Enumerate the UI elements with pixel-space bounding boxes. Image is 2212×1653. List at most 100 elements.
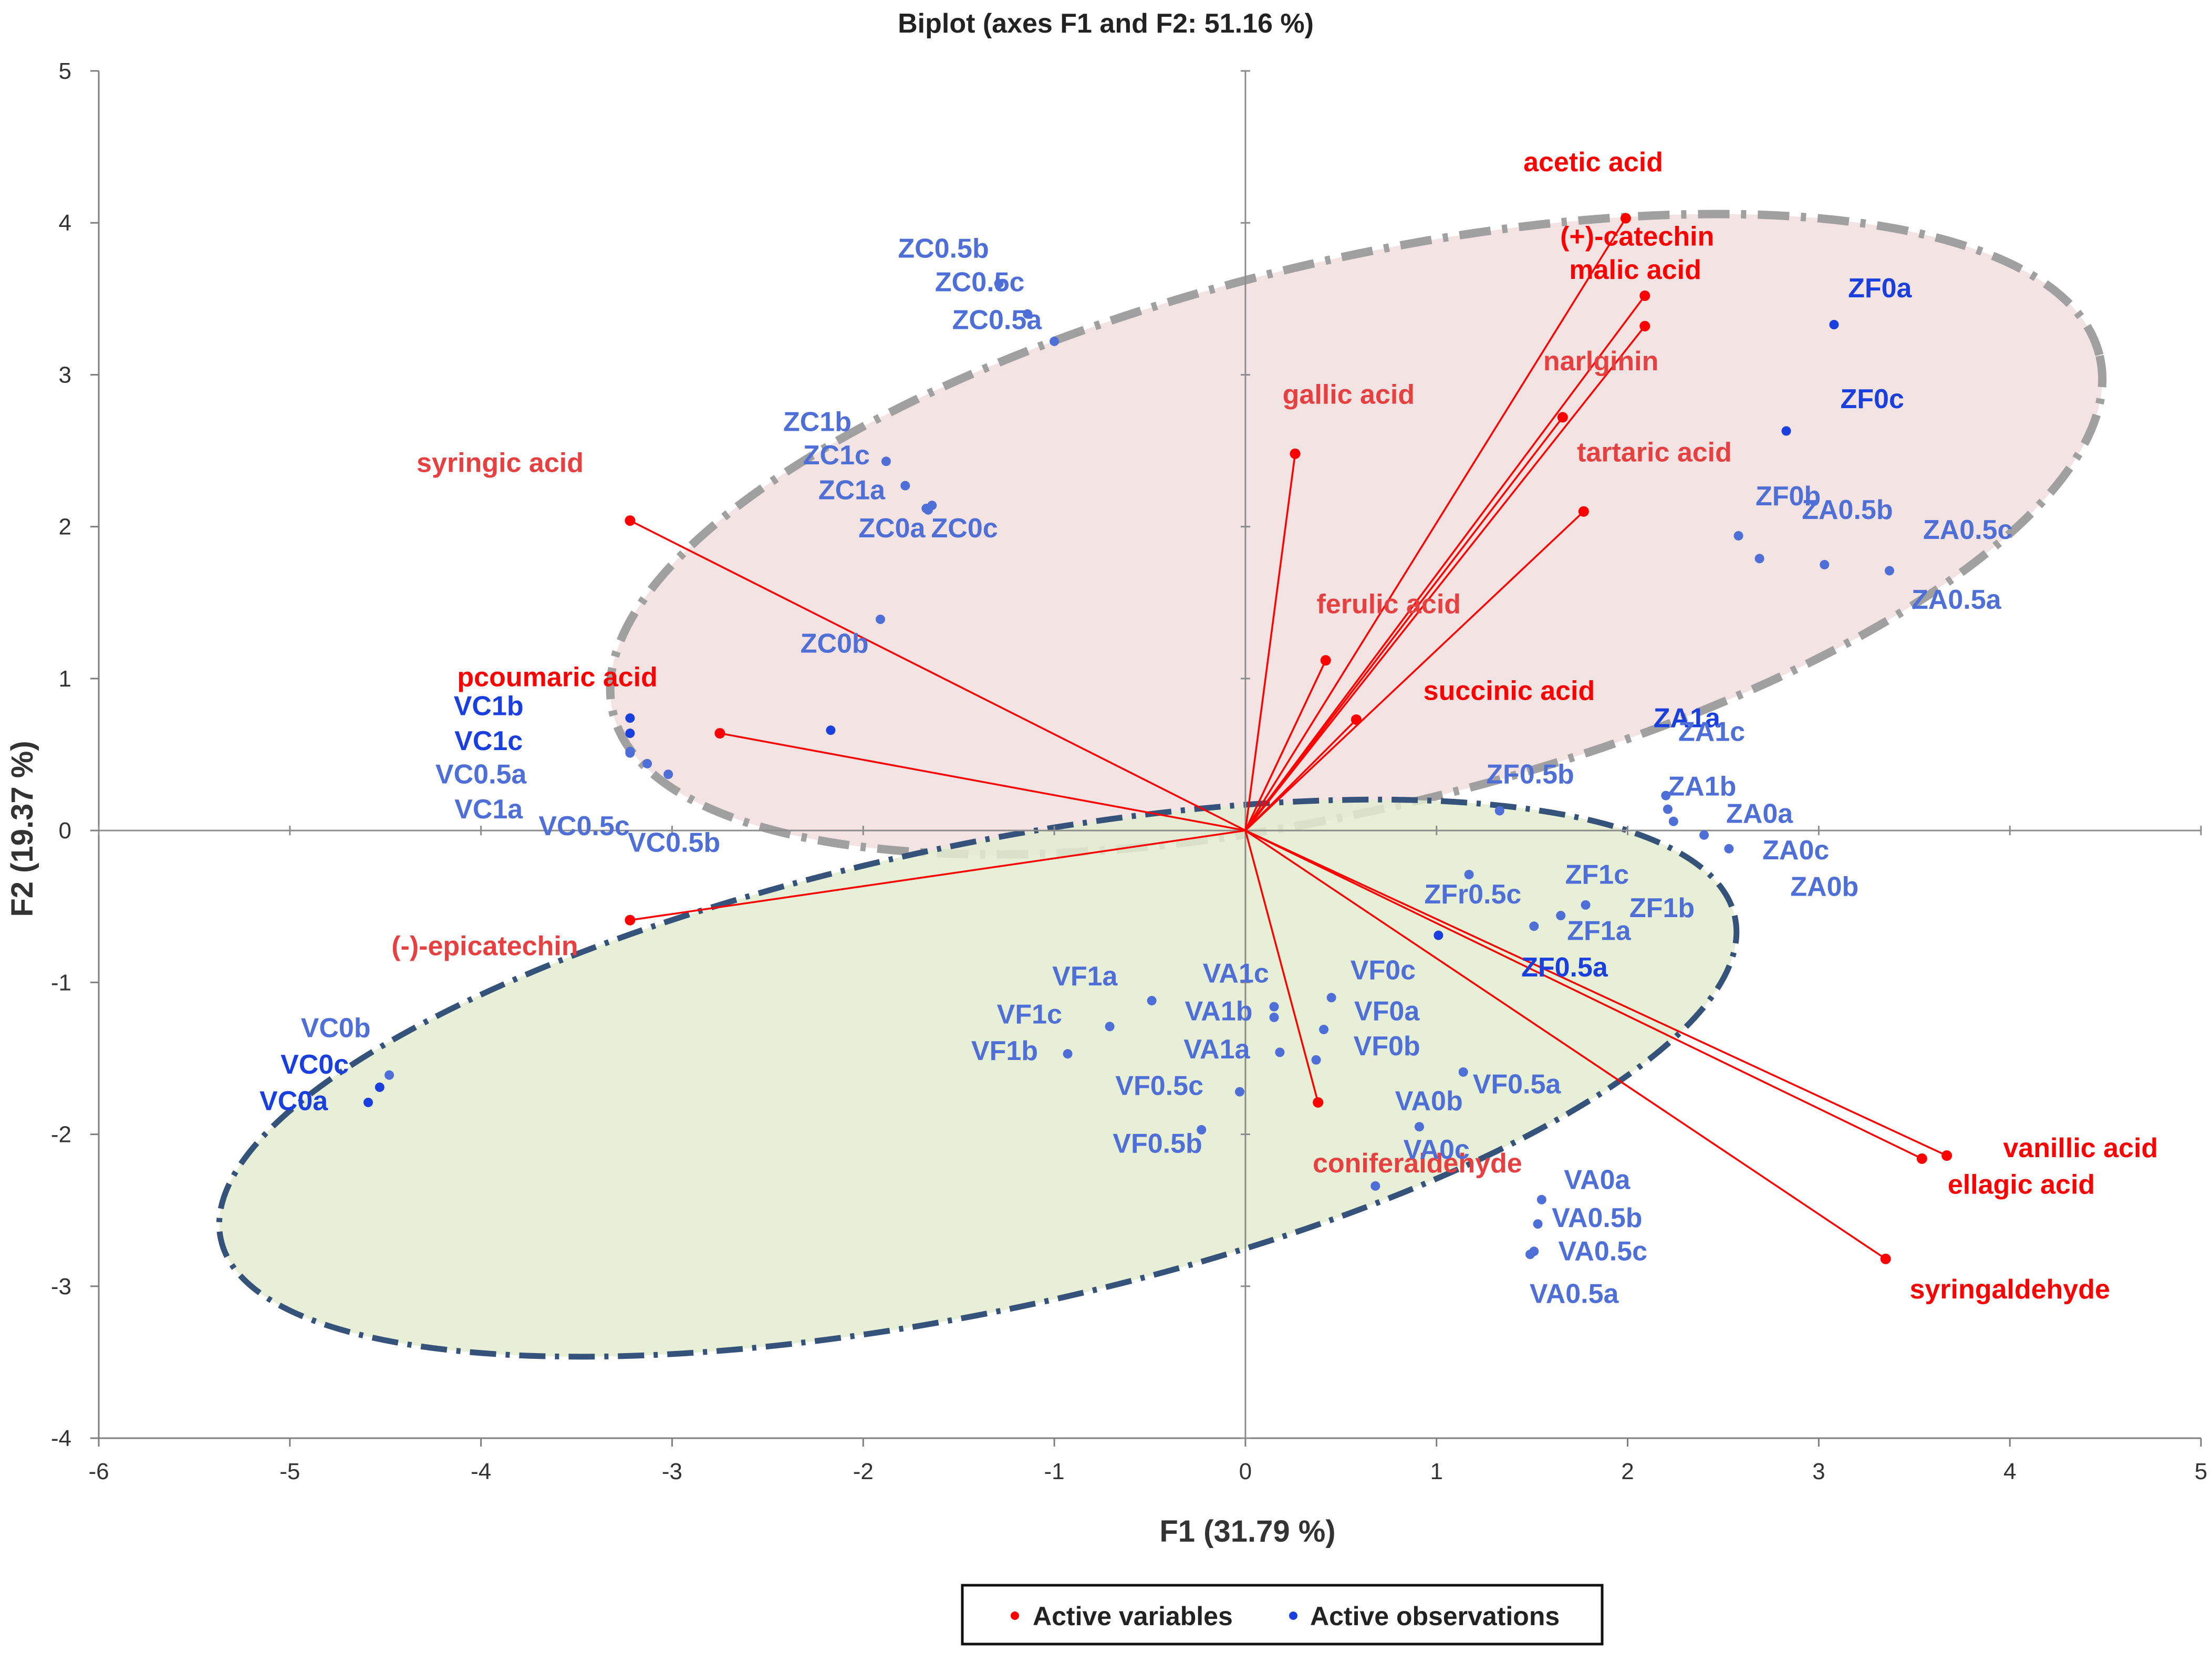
observation-point bbox=[363, 1097, 373, 1107]
observation-label: ZF1a bbox=[1567, 916, 1631, 946]
observation-label: ZC1b bbox=[783, 407, 851, 437]
observation-point bbox=[1494, 806, 1504, 816]
observation-point bbox=[625, 748, 635, 758]
observation-point bbox=[375, 1082, 385, 1092]
observation-label: ZA0b bbox=[1790, 871, 1858, 902]
variable-vectors bbox=[625, 213, 1953, 1264]
legend-marker-observations bbox=[1289, 1612, 1297, 1620]
observation-point bbox=[663, 770, 673, 779]
observation-point bbox=[1464, 869, 1474, 879]
variable-vector bbox=[1245, 829, 1947, 1157]
observation-point bbox=[1663, 804, 1673, 814]
observation-label: VF0.5b bbox=[1113, 1128, 1202, 1159]
observation-label: ZA0.5c bbox=[1923, 515, 2013, 545]
observation-label: ZC0c bbox=[931, 513, 998, 544]
variable-vector bbox=[1244, 295, 1646, 831]
chart-title: Biplot (axes F1 and F2: 51.16 %) bbox=[898, 8, 1314, 39]
variable-label: syringaldehyde bbox=[1909, 1274, 2110, 1305]
observation-point bbox=[1326, 993, 1336, 1003]
observation-point bbox=[1781, 426, 1791, 436]
observation-point bbox=[881, 456, 891, 466]
x-tick-label: 4 bbox=[2003, 1459, 2016, 1484]
variable-vector bbox=[1244, 829, 1886, 1260]
observation-point bbox=[1269, 1012, 1279, 1022]
x-axis-title: F1 (31.79 %) bbox=[1159, 1514, 1335, 1548]
observation-label: ZA1c bbox=[1678, 716, 1745, 747]
x-tick-label: -1 bbox=[1044, 1459, 1065, 1484]
variable-vector bbox=[1244, 325, 1646, 831]
variable-label: ferulic acid bbox=[1316, 589, 1461, 620]
observation-point bbox=[1581, 900, 1591, 910]
observation-point bbox=[642, 758, 652, 768]
observation-point bbox=[1458, 1067, 1468, 1077]
observation-label: ZF1c bbox=[1565, 859, 1629, 890]
observation-label: ZA1b bbox=[1668, 772, 1736, 802]
observation-label: VF0a bbox=[1354, 996, 1420, 1027]
variable-label: narlginin bbox=[1543, 346, 1659, 377]
plot-axes: -6 -5 -4 -3 -2 -1 0 1 2 3 4 5 -4 -3 -2 -1 0 1 2 3 4 5 bbox=[51, 58, 2207, 1484]
observation-label: ZA0c bbox=[1762, 835, 1829, 866]
cluster-ellipse-v bbox=[216, 796, 1740, 1360]
variable-point bbox=[625, 914, 636, 926]
variable-label: (+)-catechin bbox=[1560, 222, 1714, 252]
observation-point bbox=[900, 481, 910, 491]
observation-label: VC0.5a bbox=[435, 759, 527, 789]
observation-point bbox=[1754, 554, 1764, 564]
variable-vector bbox=[1244, 830, 1319, 1103]
y-tick-label: 2 bbox=[59, 514, 71, 540]
variable-vector bbox=[1244, 719, 1357, 831]
observation-point bbox=[1536, 1194, 1546, 1204]
observation-point bbox=[1724, 844, 1734, 854]
variable-label: acetic acid bbox=[1523, 147, 1663, 178]
x-tick-label: 1 bbox=[1430, 1459, 1442, 1484]
observation-point bbox=[1829, 320, 1839, 330]
variable-point bbox=[625, 515, 636, 526]
observation-point bbox=[1234, 1087, 1244, 1097]
variable-label: coniferaldehyde bbox=[1313, 1148, 1522, 1179]
observation-label: ZF0.5a bbox=[1521, 952, 1608, 983]
observation-label: ZF0.5b bbox=[1486, 759, 1574, 789]
variable-point bbox=[1916, 1153, 1927, 1164]
observation-label: ZC0.5c bbox=[935, 267, 1025, 297]
observation-label: VA1c bbox=[1203, 958, 1269, 989]
variable-point bbox=[1557, 412, 1568, 423]
y-tick-label: 1 bbox=[59, 666, 71, 692]
variable-label: vanillic acid bbox=[2003, 1133, 2158, 1163]
x-tick-label: -3 bbox=[662, 1459, 682, 1484]
observation-label: VF0c bbox=[1351, 955, 1416, 986]
observation-label: ZF0b bbox=[1756, 481, 1821, 512]
observation-point bbox=[1269, 1002, 1279, 1012]
observation-label: ZA0.5a bbox=[1912, 585, 2002, 615]
variable-vector bbox=[1244, 511, 1585, 831]
observation-point bbox=[923, 505, 933, 515]
legend: Active variables Active observations bbox=[961, 1584, 1604, 1646]
observation-label: VC0.5c bbox=[538, 811, 629, 841]
observation-label: ZA0a bbox=[1726, 799, 1793, 829]
observation-point bbox=[1661, 791, 1671, 800]
observation-point bbox=[1275, 1047, 1285, 1057]
y-tick-label: -4 bbox=[51, 1426, 71, 1451]
observation-point bbox=[1197, 1125, 1207, 1135]
y-tick-label: 0 bbox=[59, 818, 71, 844]
observation-label: ZA1a bbox=[1654, 703, 1721, 733]
x-tick-label: -4 bbox=[471, 1459, 491, 1484]
y-tick-label: -2 bbox=[51, 1122, 71, 1148]
observation-label: VA0.5b bbox=[1552, 1203, 1642, 1233]
observation-point bbox=[1311, 1055, 1321, 1065]
x-tick-label: 0 bbox=[1239, 1459, 1252, 1484]
observation-point bbox=[1147, 996, 1157, 1006]
observation-point bbox=[1434, 930, 1443, 940]
observation-label: VC1b bbox=[454, 691, 524, 721]
variable-vector bbox=[1244, 660, 1327, 831]
observation-label: VF1c bbox=[997, 999, 1062, 1030]
x-tick-label: -2 bbox=[853, 1459, 874, 1484]
observation-point bbox=[625, 713, 635, 723]
observation-point bbox=[1525, 1250, 1535, 1260]
observation-label: VC1a bbox=[454, 794, 523, 825]
observation-label: VF0.5a bbox=[1473, 1069, 1562, 1099]
variable-label: gallic acid bbox=[1283, 379, 1415, 410]
observation-label: VC0c bbox=[281, 1049, 349, 1080]
x-tick-label: -5 bbox=[279, 1459, 300, 1484]
